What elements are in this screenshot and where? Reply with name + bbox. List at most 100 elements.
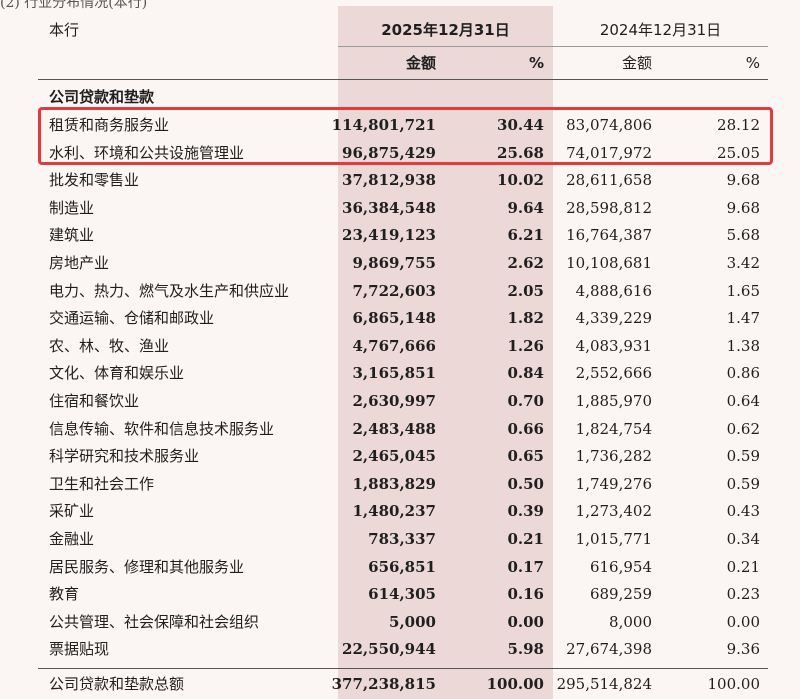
- amount-2024: 1,885,970: [575, 392, 652, 410]
- amount-2025: 6,865,148: [352, 309, 436, 327]
- pct-2024: 0.59: [726, 475, 760, 493]
- amount-2024: 616,954: [589, 558, 652, 576]
- industry-name: 文化、体育和娱乐业: [49, 364, 185, 382]
- amount-2024: 1,736,282: [575, 447, 652, 465]
- amount-2025: 656,851: [368, 558, 436, 576]
- industry-name: 卫生和社会工作: [49, 475, 155, 493]
- pct-2025: 2.62: [507, 254, 544, 272]
- total-pct-prior: 100.00: [707, 675, 761, 693]
- section-title: 公司贷款和垫款: [49, 88, 155, 106]
- amount-2024: 4,339,229: [575, 309, 652, 327]
- industry-name: 房地产业: [49, 254, 110, 272]
- amount-2025: 96,875,429: [342, 144, 436, 162]
- industry-name: 科学研究和技术服务业: [49, 447, 200, 465]
- amount-2025: 9,869,755: [352, 254, 436, 272]
- amount-2025: 36,384,548: [342, 199, 436, 217]
- pct-2025: 0.17: [507, 558, 544, 576]
- current-period-column-shade: [338, 6, 553, 699]
- industry-name: 住宿和餐饮业: [49, 392, 140, 410]
- amount-2024: 16,764,387: [566, 226, 652, 244]
- cut-off-heading: (2) 行业分布情况(本行): [0, 0, 148, 11]
- header-divider: [338, 46, 768, 47]
- industry-name: 批发和零售业: [49, 171, 140, 189]
- pct-2024: 28.12: [717, 116, 760, 134]
- pct-2024: 0.86: [726, 364, 760, 382]
- pct-2024: 0.00: [726, 613, 760, 631]
- total-label: 公司贷款和垫款总额: [49, 675, 185, 693]
- amount-2025: 783,337: [368, 530, 436, 548]
- entity-label: 本行: [49, 21, 80, 39]
- amount-2025: 4,767,666: [352, 337, 436, 355]
- amount-2025: 23,419,123: [342, 226, 436, 244]
- industry-name: 交通运输、仓储和邮政业: [49, 309, 215, 327]
- industry-name: 建筑业: [49, 226, 95, 244]
- pct-2024: 5.68: [726, 226, 760, 244]
- pct-2024: 0.59: [726, 447, 760, 465]
- industry-name: 农、林、牧、渔业: [49, 337, 170, 355]
- period-prior-header: 2024年12月31日: [599, 21, 722, 39]
- amount-2025: 3,165,851: [352, 364, 436, 382]
- industry-name: 金融业: [49, 530, 95, 548]
- industry-name: 电力、热力、燃气及水生产和供应业: [49, 282, 290, 300]
- amount-2025: 5,000: [389, 613, 436, 631]
- industry-name: 水利、环境和公共设施管理业: [49, 144, 245, 162]
- amount-2025: 22,550,944: [342, 640, 436, 658]
- pct-2025: 0.39: [507, 502, 544, 520]
- amount-2024: 28,598,812: [566, 199, 652, 217]
- industry-name: 教育: [49, 585, 80, 603]
- pct-col-header-prior: %: [745, 54, 760, 72]
- pct-2024: 0.43: [726, 502, 760, 520]
- pct-2025: 30.44: [497, 116, 544, 134]
- amount-2024: 28,611,658: [566, 171, 652, 189]
- amount-2025: 37,812,938: [342, 171, 436, 189]
- amount-2024: 4,083,931: [575, 337, 652, 355]
- amount-2024: 1,749,276: [575, 475, 652, 493]
- amount-col-header-prior: 金额: [621, 54, 652, 72]
- pct-2024: 1.47: [726, 309, 760, 327]
- industry-name: 信息传输、软件和信息技术服务业: [49, 420, 275, 438]
- amount-2025: 614,305: [368, 585, 436, 603]
- industry-name: 租赁和商务服务业: [49, 116, 170, 134]
- pct-2025: 10.02: [497, 171, 544, 189]
- pct-2025: 0.21: [507, 530, 544, 548]
- pct-2024: 9.68: [726, 199, 760, 217]
- amount-2024: 1,015,771: [575, 530, 652, 548]
- amount-2024: 689,259: [589, 585, 652, 603]
- pct-2024: 25.05: [717, 144, 760, 162]
- total-amount-current: 377,238,815: [331, 675, 436, 693]
- pct-2024: 3.42: [726, 254, 760, 272]
- pct-2024: 0.21: [726, 558, 760, 576]
- pct-2025: 0.70: [507, 392, 544, 410]
- amount-2024: 10,108,681: [566, 254, 652, 272]
- pct-2024: 0.34: [726, 530, 760, 548]
- pct-2025: 1.82: [507, 309, 544, 327]
- pct-2024: 0.64: [726, 392, 760, 410]
- amount-2024: 8,000: [609, 613, 652, 631]
- amount-2024: 1,273,402: [575, 502, 652, 520]
- amount-2024: 1,824,754: [575, 420, 652, 438]
- amount-2024: 2,552,666: [575, 364, 652, 382]
- period-current-header: 2025年12月31日: [381, 21, 510, 39]
- pct-2025: 1.26: [507, 337, 544, 355]
- pct-2024: 1.38: [726, 337, 760, 355]
- amount-2024: 4,888,616: [575, 282, 652, 300]
- pct-2025: 0.16: [507, 585, 544, 603]
- pct-2025: 6.21: [507, 226, 544, 244]
- total-pct-current: 100.00: [486, 675, 544, 693]
- industry-name: 采矿业: [49, 502, 95, 520]
- amount-2025: 2,630,997: [352, 392, 436, 410]
- amount-2025: 1,480,237: [352, 502, 436, 520]
- total-top-rule: [38, 668, 768, 669]
- pct-2025: 0.84: [507, 364, 544, 382]
- amount-2025: 2,465,045: [352, 447, 436, 465]
- pct-2024: 0.23: [726, 585, 760, 603]
- amount-2024: 74,017,972: [566, 144, 652, 162]
- amount-col-header-current: 金额: [405, 54, 436, 72]
- amount-2024: 27,674,398: [566, 640, 652, 658]
- pct-2025: 2.05: [507, 282, 544, 300]
- pct-2025: 25.68: [497, 144, 544, 162]
- pct-2024: 9.36: [726, 640, 760, 658]
- industry-name: 公共管理、社会保障和社会组织: [49, 613, 260, 631]
- industry-name: 制造业: [49, 199, 95, 217]
- amount-2024: 83,074,806: [566, 116, 652, 134]
